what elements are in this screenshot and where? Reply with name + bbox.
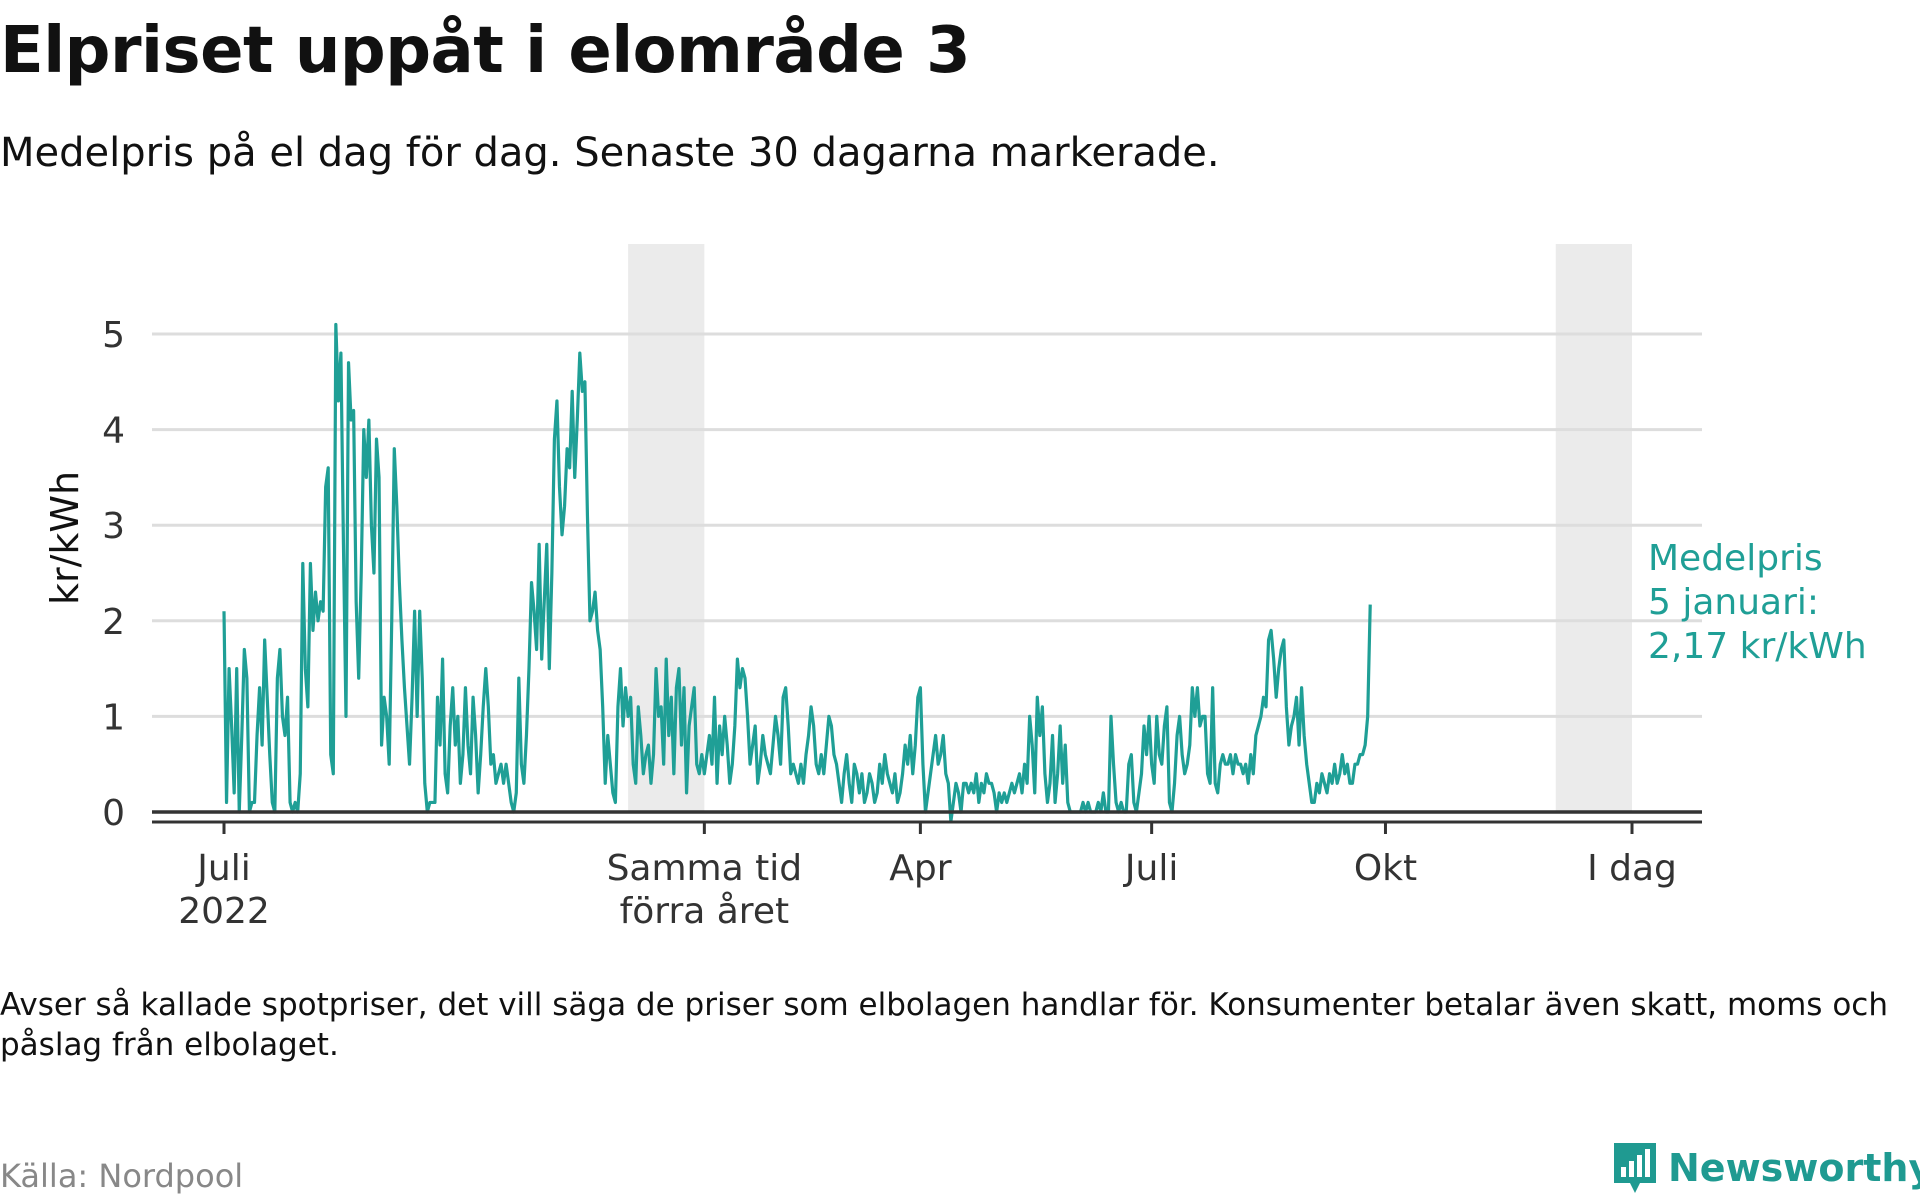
x-tick-label: I dag: [1587, 848, 1677, 889]
newsworthy-logo-icon: [1614, 1143, 1656, 1193]
series-line-0: [222, 322, 1372, 824]
y-tick-label: 4: [102, 411, 125, 452]
y-axis-title: kr/kWh: [43, 471, 87, 605]
highlight-band-1: [1555, 244, 1632, 812]
annotation-label: Medelpris: [1648, 538, 1823, 579]
y-tick-label: 1: [102, 697, 125, 738]
x-tick-label: Juli: [1123, 848, 1178, 889]
annotation-label: 2,17 kr/kWh: [1648, 626, 1867, 667]
x-tick-label: Okt: [1354, 848, 1417, 889]
x-tick-label: Juli: [195, 848, 250, 889]
brand-name: Newsworthy: [1668, 1146, 1920, 1190]
x-tick-label: förra året: [620, 891, 790, 932]
source-note: Källa: Nordpool: [0, 1157, 244, 1195]
brand: Newsworthy: [1610, 1138, 1920, 1198]
y-tick-label: 0: [102, 793, 125, 834]
x-tick-label: 2022: [178, 891, 270, 932]
y-tick-label: 3: [102, 506, 125, 547]
y-tick-label: 2: [102, 602, 125, 643]
footnote: Avser så kallade spotpriser, det vill sä…: [0, 987, 1888, 1063]
annotation-label: 5 januari:: [1648, 582, 1819, 623]
chart-title: Elpriset uppåt i elområde 3: [0, 14, 971, 88]
x-tick-label: Samma tid: [607, 848, 803, 889]
chart-subtitle: Medelpris på el dag för dag. Senaste 30 …: [0, 130, 1220, 176]
x-tick-label: Apr: [889, 848, 951, 889]
y-tick-label: 5: [102, 315, 125, 356]
